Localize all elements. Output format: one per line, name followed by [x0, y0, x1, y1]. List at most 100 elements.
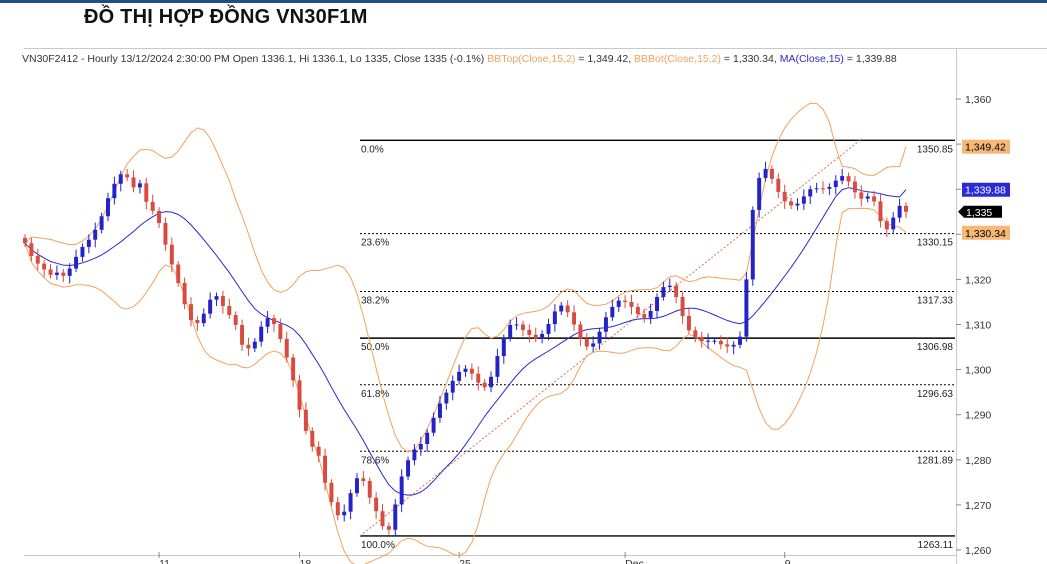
candle-up: [712, 340, 717, 342]
price-tag-label: 1,335: [966, 207, 992, 219]
fib-level-percent: 61.8%: [361, 389, 389, 400]
y-tick-label: 1,310: [965, 320, 991, 332]
candle-up: [437, 403, 442, 418]
candle-up: [763, 168, 768, 178]
candlesticks: [23, 161, 908, 537]
fib-level-percent: 100.0%: [361, 540, 395, 551]
candle-down: [367, 480, 372, 498]
candle-down: [42, 263, 47, 270]
x-tick-label: 11: [159, 558, 170, 564]
candle-down: [469, 368, 474, 374]
candle-up: [667, 285, 672, 288]
y-tick-label: 1,290: [965, 410, 991, 422]
candle-down: [680, 296, 685, 316]
candle-up: [201, 313, 206, 324]
bollinger-upper-band: [24, 102, 907, 453]
candle-up: [891, 217, 896, 230]
candle-down: [240, 324, 245, 345]
candle-down: [169, 244, 174, 265]
candle-up: [54, 272, 59, 275]
candle-down: [520, 324, 525, 330]
candle-down: [233, 315, 238, 325]
candle-down: [271, 318, 276, 325]
fibonacci-retracement: 0.0% 1350.85 23.6% 1330.15 38.2% 1317.33 50.0%…: [359, 139, 955, 551]
candle-down: [782, 191, 787, 202]
candle-up: [86, 239, 91, 247]
candle-down: [278, 324, 283, 339]
candle-up: [67, 268, 72, 276]
candle-down: [572, 312, 577, 325]
candle-down: [48, 269, 53, 275]
fib-level-percent: 78.6%: [361, 455, 389, 466]
candle-down: [718, 340, 723, 345]
candle-up: [444, 392, 449, 404]
candle-up: [603, 317, 608, 332]
chart-frame-top: [24, 48, 1047, 49]
candle-down: [163, 223, 168, 245]
candle-down: [386, 526, 391, 530]
moving-average: [24, 187, 907, 496]
ma-value: = 1,339.88: [843, 53, 897, 65]
candle-up: [808, 189, 813, 197]
candle-down: [323, 455, 328, 483]
candle-down: [329, 482, 334, 503]
candle-down: [182, 283, 187, 305]
y-axis: 1,2601,2701,2801,2901,3001,3101,3201,330…: [956, 94, 991, 557]
bbtop-label: BBTop(Close,15,2): [487, 53, 576, 65]
candle-down: [904, 205, 908, 212]
candle-down: [291, 357, 296, 381]
candle-down: [884, 221, 889, 230]
candle-down: [335, 502, 340, 516]
fib-level-price: 1296.63: [917, 389, 954, 400]
candle-up: [546, 324, 551, 334]
y-tick-label: 1,320: [965, 274, 991, 286]
candle-down: [310, 430, 315, 447]
ma-line: [24, 187, 907, 496]
candle-up: [208, 299, 213, 314]
candle-down: [635, 306, 640, 315]
y-tick-label: 1,270: [965, 500, 991, 512]
candle-down: [246, 344, 251, 349]
candle-up: [214, 296, 219, 300]
price-tag-label: 1,330.34: [965, 228, 1006, 240]
candle-down: [361, 478, 366, 481]
candle-down: [821, 188, 825, 190]
fib-level-percent: 50.0%: [361, 342, 389, 353]
candle-down: [150, 201, 155, 211]
candle-up: [418, 444, 423, 450]
candle-down: [859, 192, 864, 199]
fib-level-price: 1317.33: [917, 295, 954, 306]
candle-down: [303, 409, 308, 431]
candle-down: [584, 338, 589, 347]
candle-up: [425, 432, 430, 445]
candle-down: [297, 380, 302, 410]
candle-up: [616, 300, 621, 307]
candle-up: [112, 183, 117, 199]
candle-down: [769, 168, 774, 179]
candle-up: [827, 186, 832, 189]
chart-info-prefix: VN30F2412 - Hourly 13/12/2024 2:30:00 PM…: [22, 53, 488, 65]
candle-up: [93, 229, 98, 240]
candle-up: [508, 324, 513, 339]
candle-up: [489, 376, 494, 388]
candle-up: [559, 305, 564, 312]
fib-level-percent: 38.2%: [361, 295, 389, 306]
candle-up: [252, 341, 257, 349]
price-tags: 1,349.42 1,339.88 1,335 1,330.34: [958, 139, 1010, 240]
candle-down: [852, 181, 857, 193]
fib-level-percent: 0.0%: [361, 144, 384, 155]
candle-up: [412, 449, 417, 461]
x-tick-label: Dec: [625, 558, 644, 564]
candle-up: [750, 209, 755, 280]
candle-up: [540, 333, 545, 339]
candle-down: [227, 306, 232, 316]
candle-down: [674, 285, 679, 297]
candle-up: [738, 336, 742, 345]
fib-level-price: 1281.89: [917, 455, 954, 466]
fib-level-price: 1330.15: [917, 238, 954, 249]
candle-down: [131, 177, 136, 188]
candle-up: [897, 205, 902, 218]
page-title: ĐỒ THỊ HỢP ĐỒNG VN30F1M: [84, 6, 368, 28]
candle-up: [661, 287, 666, 297]
